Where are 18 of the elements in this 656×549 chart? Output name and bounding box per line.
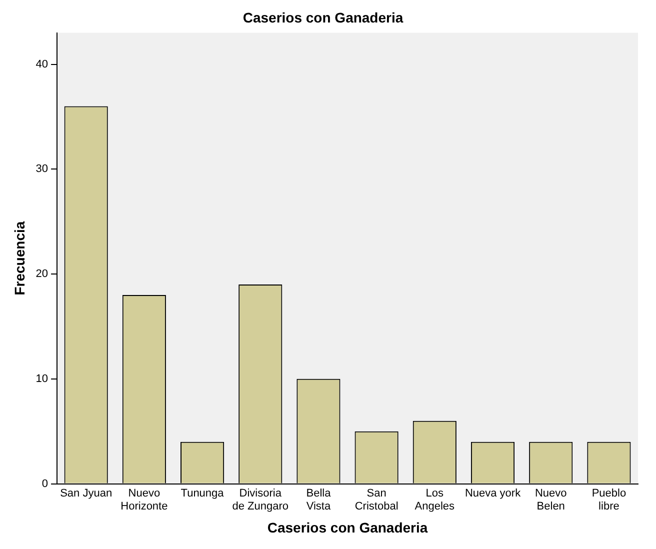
chart-title: Caserios con Ganaderia [242, 9, 404, 26]
x-tick-label: Los Angeles [414, 487, 456, 513]
y-axis-title: Frecuencia [11, 221, 28, 296]
x-tick-label: Nueva york [464, 487, 522, 500]
x-tick-label: Nuevo Horizonte [120, 487, 168, 513]
y-tick-label: 0 [42, 478, 48, 490]
x-tick-label: Tununga [180, 487, 225, 500]
y-tick-label: 40 [36, 58, 48, 70]
x-tick-label: San Cristobal [354, 487, 398, 513]
y-tick-label: 10 [36, 372, 48, 385]
x-tick-label: Nuevo Belen [534, 487, 567, 513]
y-tick-label: 20 [36, 268, 48, 280]
x-axis-title: Caserios con Ganaderia [267, 519, 428, 536]
y-tick-label: 30 [36, 163, 48, 176]
x-tick-label: Pueblo libre [592, 487, 626, 513]
x-tick-label: San Jyuan [60, 487, 112, 500]
x-tick-label: Bella Vista [306, 487, 332, 513]
x-tick-label: Divisoria de Zungaro [232, 487, 289, 513]
